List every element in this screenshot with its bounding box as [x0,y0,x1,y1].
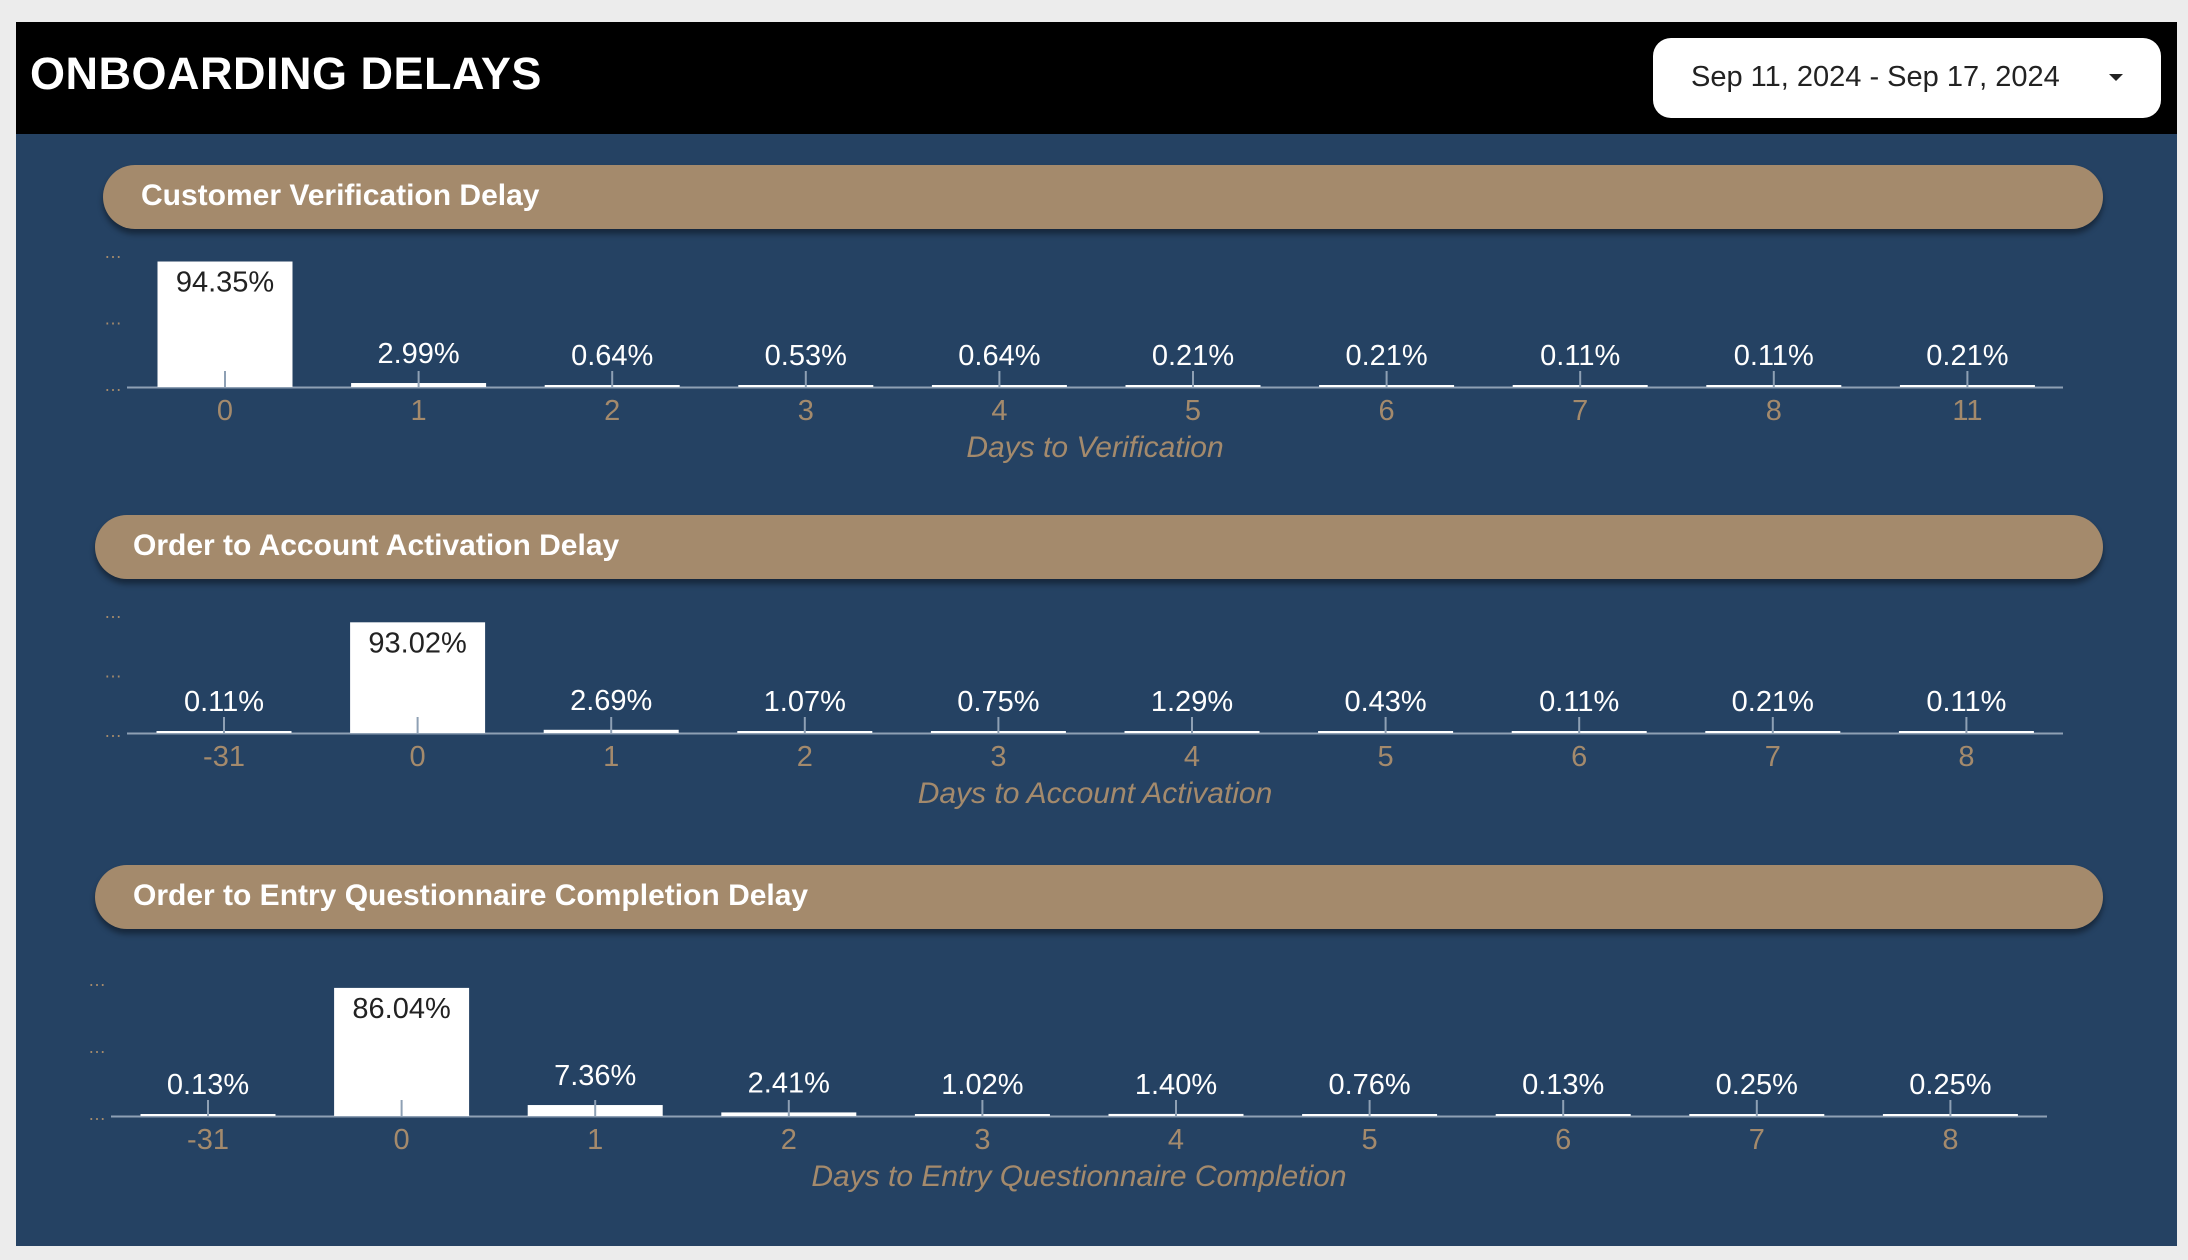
data-label: 1.29% [1151,686,1233,718]
x-tick-label: 6 [1571,741,1587,773]
data-label: 2.99% [377,338,459,370]
x-tick-label: 1 [587,1124,603,1156]
x-tick-label: 3 [798,395,814,427]
data-label: 1.40% [1135,1069,1217,1101]
bar [157,261,293,387]
data-label: 0.75% [957,686,1039,718]
bar [350,622,486,733]
x-tick-label: 7 [1749,1124,1765,1156]
data-label: 0.25% [1716,1069,1798,1101]
bar [334,987,470,1116]
data-label: 2.69% [570,685,652,717]
x-tick-label: 11 [1952,395,1982,427]
x-tick-label: 2 [604,395,620,427]
y-tick-label: … [104,242,122,262]
data-label: 0.11% [1734,340,1814,372]
x-tick-label: 4 [1168,1124,1184,1156]
x-tick-label: 1 [603,741,619,773]
x-tick-label: 2 [797,741,813,773]
data-label: 1.02% [941,1069,1023,1101]
y-tick-label: … [104,375,122,395]
data-label: 0.64% [571,340,653,372]
x-tick-label: 0 [217,395,233,427]
section-header-activation: Order to Account Activation Delay [95,515,2103,579]
data-label: 0.25% [1909,1069,1991,1101]
section-title: Order to Entry Questionnaire Completion … [133,879,809,912]
x-tick-label: 3 [990,741,1006,773]
x-axis-title: Days to Verification [966,431,1223,464]
data-label: 0.11% [1539,686,1619,718]
data-label: 0.11% [184,686,264,718]
data-label: 86.04% [352,993,450,1025]
x-tick-label: 5 [1362,1124,1378,1156]
y-tick-label: … [88,1037,106,1057]
section-header-verification: Customer Verification Delay [103,165,2103,229]
y-tick-label: … [104,602,122,622]
date-range-picker[interactable]: Sep 11, 2024 - Sep 17, 2024 [1653,38,2161,118]
caret-down-icon [2109,74,2123,81]
data-label: 0.13% [1522,1069,1604,1101]
x-tick-label: 2 [781,1124,797,1156]
data-label: 0.64% [958,340,1040,372]
data-label: 0.21% [1926,340,2008,372]
data-label: 0.13% [167,1069,249,1101]
data-label: 0.21% [1152,340,1234,372]
page-title: ONBOARDING DELAYS [30,48,542,99]
x-tick-label: 0 [394,1124,410,1156]
x-tick-label: 5 [1378,741,1394,773]
data-label: 7.36% [554,1060,636,1092]
x-tick-label: 6 [1555,1124,1571,1156]
x-tick-label: 4 [991,395,1007,427]
x-tick-label: 8 [1958,741,1974,773]
x-tick-label: 8 [1766,395,1782,427]
data-label: 0.53% [765,340,847,372]
y-tick-label: … [104,309,122,329]
x-tick-label: 1 [411,395,427,427]
y-tick-label: … [88,970,106,990]
charts-canvas: … … … 94.35% 0 2.99% 1 0.64% 2 0.53% 3 0.64% 4 0.21% 5… [88,242,2063,1193]
date-range-value: Sep 11, 2024 - Sep 17, 2024 [1691,61,2060,93]
y-tick-label: … [104,721,122,741]
data-label: 0.43% [1344,686,1426,718]
data-label: 0.21% [1732,686,1814,718]
data-label: 94.35% [176,267,274,299]
x-tick-label: 3 [974,1124,990,1156]
x-tick-label: 4 [1184,741,1200,773]
header-bar: ONBOARDING DELAYS Sep 11, 2024 - Sep 17,… [16,22,2177,134]
section-title: Customer Verification Delay [141,179,540,212]
dashboard: ONBOARDING DELAYS Sep 11, 2024 - Sep 17,… [16,22,2177,1246]
x-tick-label: 6 [1379,395,1395,427]
section-title: Order to Account Activation Delay [133,529,620,562]
x-tick-label: 5 [1185,395,1201,427]
x-axis-title: Days to Entry Questionnaire Completion [811,1160,1346,1193]
x-tick-label: -31 [203,741,245,773]
y-tick-label: … [104,662,122,682]
data-label: 0.21% [1345,340,1427,372]
x-tick-label: 7 [1572,395,1588,427]
x-tick-label: -31 [187,1124,229,1156]
data-label: 2.41% [748,1067,830,1099]
data-label: 0.76% [1328,1069,1410,1101]
x-axis-title: Days to Account Activation [918,777,1273,810]
data-label: 1.07% [764,686,846,718]
y-tick-label: … [88,1104,106,1124]
section-header-questionnaire: Order to Entry Questionnaire Completion … [95,865,2103,929]
x-tick-label: 8 [1942,1124,1958,1156]
x-tick-label: 0 [410,741,426,773]
data-label: 93.02% [368,627,466,659]
x-tick-label: 7 [1765,741,1781,773]
data-label: 0.11% [1540,340,1620,372]
data-label: 0.11% [1926,686,2006,718]
